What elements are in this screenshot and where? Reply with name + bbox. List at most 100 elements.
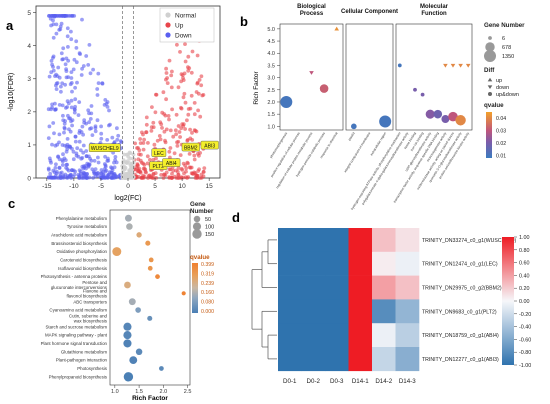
go-legend-size-label: 1350 [502, 54, 514, 60]
heatmap-cell [278, 299, 302, 324]
go-y-tick-label: 3.5 [267, 63, 275, 69]
go-y-tick-label: 3.0 [267, 76, 275, 82]
kegg-point [148, 257, 154, 263]
kegg-category-label: Photosynthesis [77, 366, 108, 371]
kegg-category-label: flavonol biosynthesis [66, 293, 107, 298]
volcano-point-up [188, 165, 193, 170]
volcano-legend-swatch [165, 32, 171, 38]
kegg-point [136, 232, 142, 238]
volcano-point-down [52, 131, 56, 136]
volcano-point-down [59, 170, 64, 175]
volcano-point-up [189, 93, 194, 98]
heatmap-cell [372, 275, 396, 300]
go-point [455, 115, 466, 126]
kegg-x-tick-label: 1.0 [111, 389, 119, 395]
volcano-point-normal [129, 166, 134, 171]
heatmap-cells [278, 228, 420, 372]
go-legend-diff-label: down [496, 85, 509, 91]
kegg-category-label: wax biosynthesis [74, 318, 108, 323]
volcano-legend-label: Up [175, 23, 184, 30]
kegg-category-label: Cyanoamino acid metabolism [49, 308, 107, 313]
volcano-point-down [70, 89, 74, 94]
volcano-x-tick-label: -15 [42, 183, 52, 190]
volcano-point-down [115, 126, 119, 131]
volcano-point-down [46, 107, 51, 112]
volcano-point-down [63, 119, 67, 123]
heatmap-cell [301, 228, 326, 253]
heatmap-colorbar-label: 0.40 [519, 273, 530, 279]
volcano-point-down [85, 172, 89, 176]
volcano-point-down [72, 172, 77, 177]
heatmap-column-label: D14-1 [352, 378, 369, 385]
volcano-point-up [183, 127, 188, 131]
volcano-point-down [84, 149, 89, 153]
volcano-point-up [195, 176, 200, 180]
heatmap-colorbar-label: 0.00 [519, 299, 530, 305]
volcano-point-down [80, 17, 84, 22]
volcano-point-up [138, 137, 143, 141]
volcano-point-down [49, 70, 54, 75]
volcano-gene-label-box [162, 158, 181, 167]
heatmap-colorbar-label: -0.80 [519, 350, 531, 356]
volcano-point-up [164, 127, 169, 132]
volcano-point-up [162, 129, 167, 134]
go-y-tick-label: 1.0 [267, 124, 275, 130]
volcano-point-down [107, 108, 111, 113]
heatmap-cell [325, 228, 349, 253]
go-y-label: Rich Factor [253, 71, 260, 105]
volcano-point-down [55, 74, 60, 78]
go-legend-color-bar [486, 112, 492, 158]
volcano-point-up [155, 138, 160, 143]
kegg-point [129, 356, 138, 365]
volcano-point-up [202, 166, 207, 171]
volcano-axes: -15 -10 -5 0 5 10 15 0 1 2 3 4 5 [27, 6, 213, 190]
go-legend-size-title: Gene Number [484, 22, 525, 29]
volcano-point-down [72, 14, 77, 18]
volcano-point-down [66, 168, 71, 173]
volcano-point-down [59, 21, 64, 26]
kegg-point [124, 281, 131, 289]
kegg-category-label: Oxidative phosphorylation [56, 249, 107, 254]
volcano-point-up [179, 72, 184, 76]
go-point-down [458, 63, 463, 68]
volcano-point-down [86, 163, 91, 168]
volcano-point-down [61, 175, 66, 179]
kegg-category-label: Plant-pathogen interaction [56, 358, 108, 363]
volcano-points [46, 14, 207, 180]
volcano-point-down [88, 117, 93, 121]
go-legend-color-label: 0.04 [496, 116, 506, 122]
kegg-point [123, 339, 132, 348]
volcano-y-tick-label: 1 [27, 142, 31, 149]
go-y-tick-label: 4.5 [267, 39, 275, 45]
volcano-point-down [63, 82, 67, 87]
volcano-point-down [105, 100, 110, 104]
kegg-legend-color-bar [192, 263, 198, 313]
volcano-point-up [195, 80, 200, 85]
volcano-point-up [196, 108, 201, 113]
volcano-point-down [79, 73, 84, 77]
heatmap-cell [348, 251, 373, 276]
volcano-point-down [110, 170, 114, 175]
kegg-legend-size-title: Gene [190, 201, 206, 208]
volcano-y-label: -log10(FDR) [8, 73, 15, 112]
heatmap-colorbar-label: 0.20 [519, 286, 530, 292]
volcano-point-up [154, 92, 158, 97]
volcano-point-down [50, 175, 54, 180]
volcano-point-up [176, 176, 181, 180]
volcano-point-down [109, 175, 114, 180]
volcano-point-down [93, 129, 98, 134]
volcano-point-up [138, 141, 143, 146]
volcano-point-up [133, 141, 138, 146]
kegg-point [128, 298, 136, 306]
volcano-point-down [53, 107, 58, 112]
go-group-frame [395, 23, 473, 131]
volcano-point-up [138, 169, 143, 174]
volcano-point-down [59, 89, 63, 94]
volcano-y-tick-label: 4 [27, 43, 31, 50]
volcano-point-up [201, 174, 206, 179]
volcano-point-down [96, 155, 100, 160]
go-legend-diff-label: up&down [496, 92, 519, 98]
volcano-point-down [56, 65, 61, 70]
volcano-point-down [99, 176, 104, 180]
heatmap-cell [278, 251, 302, 276]
